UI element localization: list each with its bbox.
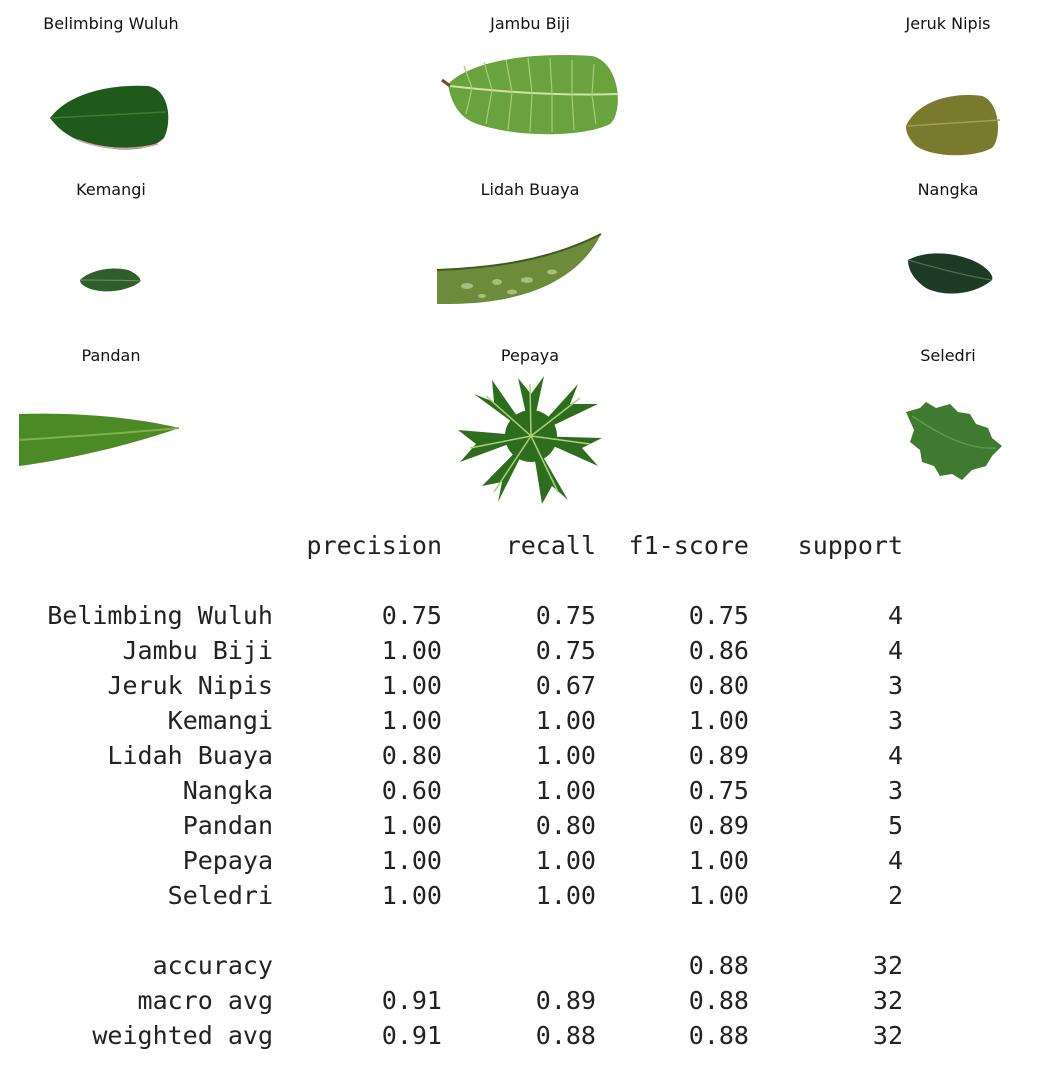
report-row: Belimbing Wuluh 0.75 0.75 0.75 4 [0, 598, 1037, 633]
leaf-title-kemangi: Kemangi [76, 180, 146, 199]
report-header-row: precision recall f1-score support [0, 528, 1037, 563]
support-value: 4 [887, 601, 903, 630]
class-label: Seledri [167, 881, 273, 910]
lidah-buaya-leaf-image [436, 233, 603, 306]
support-value: 4 [887, 741, 903, 770]
pandan-leaf-image [18, 410, 181, 468]
support-value: 5 [887, 811, 903, 840]
report-row: Pandan 1.00 0.80 0.89 5 [0, 808, 1037, 843]
class-label: Belimbing Wuluh [47, 601, 273, 630]
precision-value: 1.00 [381, 846, 442, 875]
f1-value: 0.86 [688, 636, 749, 665]
precision-value: 1.00 [381, 881, 442, 910]
support-value: 3 [887, 671, 903, 700]
summary-label: macro avg [137, 986, 273, 1015]
summary-label: accuracy [152, 951, 273, 980]
nangka-leaf-image [906, 250, 994, 298]
summary-row-accuracy: accuracy 0.88 32 [0, 948, 1037, 983]
precision-value: 0.60 [381, 776, 442, 805]
leaf-title-seledri: Seledri [920, 346, 976, 365]
precision-value: 1.00 [381, 636, 442, 665]
report-row: Nangka 0.60 1.00 0.75 3 [0, 773, 1037, 808]
f1-value: 1.00 [688, 881, 749, 910]
leaf-title-nangka: Nangka [917, 180, 979, 199]
recall-value: 0.80 [535, 811, 596, 840]
leaf-title-belimbing-wuluh: Belimbing Wuluh [43, 14, 179, 33]
report-row: Jeruk Nipis 1.00 0.67 0.80 3 [0, 668, 1037, 703]
header-precision: precision [306, 531, 442, 560]
precision-value: 0.91 [381, 986, 442, 1015]
summary-label: weighted avg [92, 1021, 273, 1050]
recall-value: 1.00 [535, 706, 596, 735]
jambu-biji-leaf-image [441, 52, 624, 138]
precision-value: 0.75 [381, 601, 442, 630]
support-value: 32 [872, 951, 903, 980]
f1-value: 0.89 [688, 741, 749, 770]
leaf-title-pandan: Pandan [81, 346, 141, 365]
leaf-title-jambu-biji: Jambu Biji [490, 14, 570, 33]
support-value: 2 [887, 881, 903, 910]
support-value: 3 [887, 706, 903, 735]
class-label: Jeruk Nipis [107, 671, 273, 700]
class-label: Pandan [182, 811, 273, 840]
precision-value: 1.00 [381, 671, 442, 700]
f1-value: 1.00 [688, 846, 749, 875]
f1-value: 0.88 [688, 951, 749, 980]
header-f1-score: f1-score [628, 531, 749, 560]
classification-report: precision recall f1-score support Belimb… [0, 520, 1037, 1060]
header-support: support [797, 531, 903, 560]
leaf-title-lidah-buaya: Lidah Buaya [480, 180, 580, 199]
class-label: Pepaya [182, 846, 273, 875]
class-label: Nangka [182, 776, 273, 805]
f1-value: 0.75 [688, 776, 749, 805]
f1-value: 0.80 [688, 671, 749, 700]
summary-row-macro-avg: macro avg 0.91 0.89 0.88 32 [0, 983, 1037, 1018]
report-row: Pepaya 1.00 1.00 1.00 4 [0, 843, 1037, 878]
kemangi-leaf-image [78, 266, 142, 294]
report-row: Lidah Buaya 0.80 1.00 0.89 4 [0, 738, 1037, 773]
recall-value: 0.88 [535, 1021, 596, 1050]
pepaya-leaf-image [458, 374, 604, 504]
leaf-title-jeruk-nipis: Jeruk Nipis [905, 14, 991, 33]
seledri-leaf-image [906, 402, 1002, 480]
recall-value: 1.00 [535, 846, 596, 875]
report-row: Jambu Biji 1.00 0.75 0.86 4 [0, 633, 1037, 668]
class-label: Jambu Biji [122, 636, 273, 665]
class-label: Lidah Buaya [107, 741, 273, 770]
f1-value: 0.88 [688, 986, 749, 1015]
support-value: 4 [887, 636, 903, 665]
leaf-image-grid: Belimbing Wuluh Jambu Biji Jeruk Nipis [0, 0, 1037, 510]
precision-value: 0.91 [381, 1021, 442, 1050]
summary-row-weighted-avg: weighted avg 0.91 0.88 0.88 32 [0, 1018, 1037, 1053]
support-value: 3 [887, 776, 903, 805]
recall-value: 0.67 [535, 671, 596, 700]
recall-value: 1.00 [535, 776, 596, 805]
support-value: 32 [872, 1021, 903, 1050]
header-recall: recall [505, 531, 596, 560]
jeruk-nipis-leaf-image [904, 92, 1002, 158]
belimbing-wuluh-leaf-image [48, 82, 173, 154]
f1-value: 0.89 [688, 811, 749, 840]
recall-value: 1.00 [535, 881, 596, 910]
support-value: 32 [872, 986, 903, 1015]
report-row: Seledri 1.00 1.00 1.00 2 [0, 878, 1037, 913]
precision-value: 1.00 [381, 811, 442, 840]
support-value: 4 [887, 846, 903, 875]
recall-value: 0.89 [535, 986, 596, 1015]
f1-value: 0.88 [688, 1021, 749, 1050]
precision-value: 1.00 [381, 706, 442, 735]
precision-value: 0.80 [381, 741, 442, 770]
class-label: Kemangi [167, 706, 273, 735]
recall-value: 0.75 [535, 636, 596, 665]
f1-value: 1.00 [688, 706, 749, 735]
leaf-title-pepaya: Pepaya [500, 346, 560, 365]
report-row: Kemangi 1.00 1.00 1.00 3 [0, 703, 1037, 738]
recall-value: 1.00 [535, 741, 596, 770]
f1-value: 0.75 [688, 601, 749, 630]
recall-value: 0.75 [535, 601, 596, 630]
